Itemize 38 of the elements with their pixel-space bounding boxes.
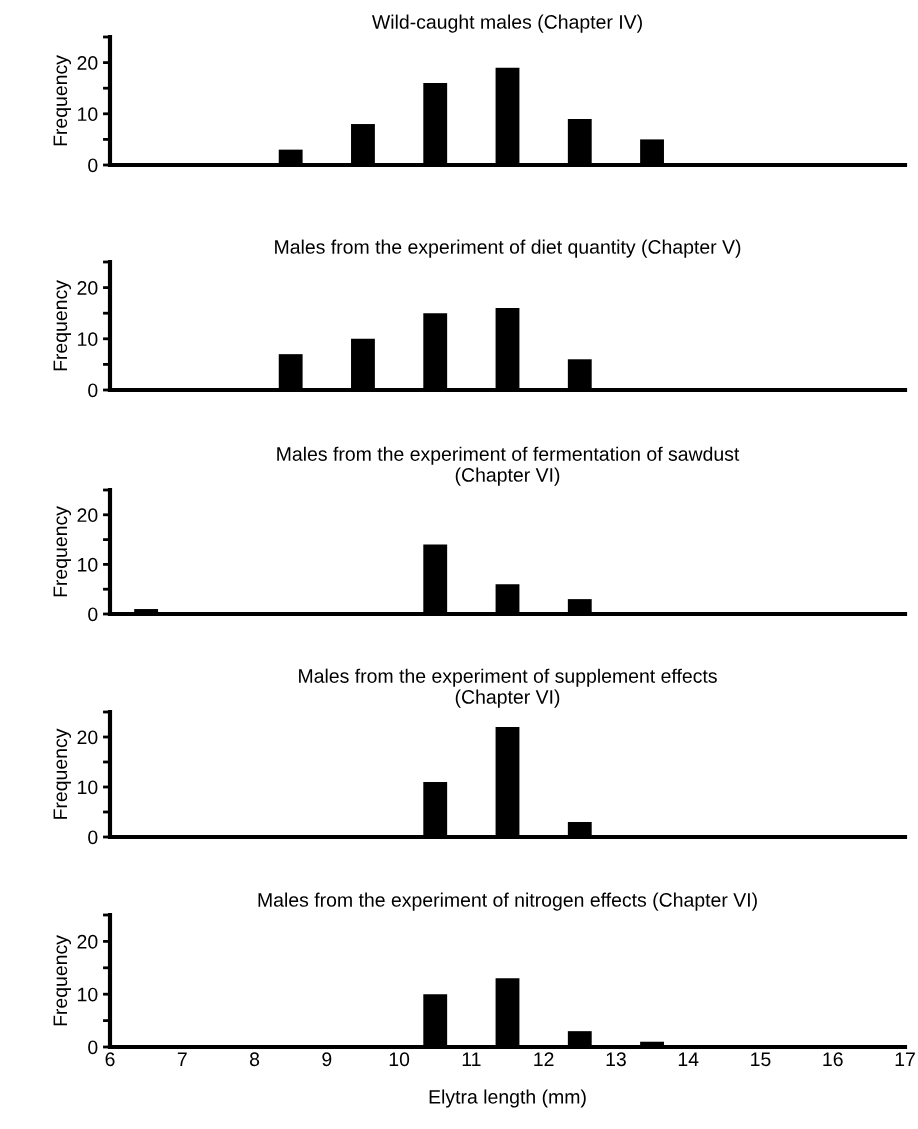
x-tick-label: 7: [177, 1052, 187, 1066]
x-tick-label: 9: [322, 1052, 332, 1067]
y-tick-label: 0: [88, 607, 98, 622]
y-tick-label: 10: [78, 987, 98, 1002]
x-tick-label: 11: [462, 1052, 481, 1066]
y-tick-label: 20: [77, 934, 98, 949]
x-tick-label: 13: [606, 1052, 626, 1067]
chart-title: Males from the experiment of supplement effects (Chapter VI): [299, 668, 717, 708]
y-tick-label: 0: [88, 830, 98, 845]
y-tick-label: 0: [88, 1040, 98, 1055]
y-tick-label: 0: [88, 158, 98, 173]
x-tick-label: 14: [678, 1052, 699, 1066]
chart-title: Wild-caught males (Chapter IV): [371, 14, 642, 33]
y-axis-title: Frequency: [53, 280, 72, 371]
y-tick-label: 10: [78, 780, 98, 795]
y-tick-label: 20: [77, 730, 98, 745]
y-axis-title: Frequency: [53, 935, 72, 1026]
y-tick-label: 10: [78, 332, 98, 347]
x-tick-label: 12: [534, 1052, 554, 1066]
y-tick-label: 10: [78, 557, 98, 572]
x-tick-label: 17: [895, 1052, 915, 1066]
x-tick-label: 16: [823, 1052, 843, 1067]
x-tick-label: 10: [389, 1052, 410, 1067]
y-axis-title: Frequency: [53, 506, 72, 597]
x-axis-title: Elytra length (mm): [429, 1089, 586, 1108]
chart-title: Males from the experiment of diet quantity (Chapter V): [275, 239, 741, 258]
y-tick-label: 10: [78, 107, 98, 122]
x-tick-label: 8: [249, 1052, 260, 1067]
x-tick-label: 6: [105, 1052, 115, 1067]
chart-title: Males from the experiment of fermentation of sawdust (Chapter VI): [277, 446, 740, 486]
chart-title: Males from the experiment of nitrogen effects (Chapter VI): [258, 892, 757, 911]
y-tick-label: 20: [77, 56, 98, 70]
y-tick-label: 20: [77, 508, 98, 523]
y-tick-label: 0: [88, 383, 98, 398]
y-tick-label: 20: [77, 281, 98, 295]
x-tick-label: 15: [751, 1052, 771, 1067]
y-axis-title: Frequency: [53, 728, 72, 819]
y-axis-title: Frequency: [53, 55, 72, 146]
